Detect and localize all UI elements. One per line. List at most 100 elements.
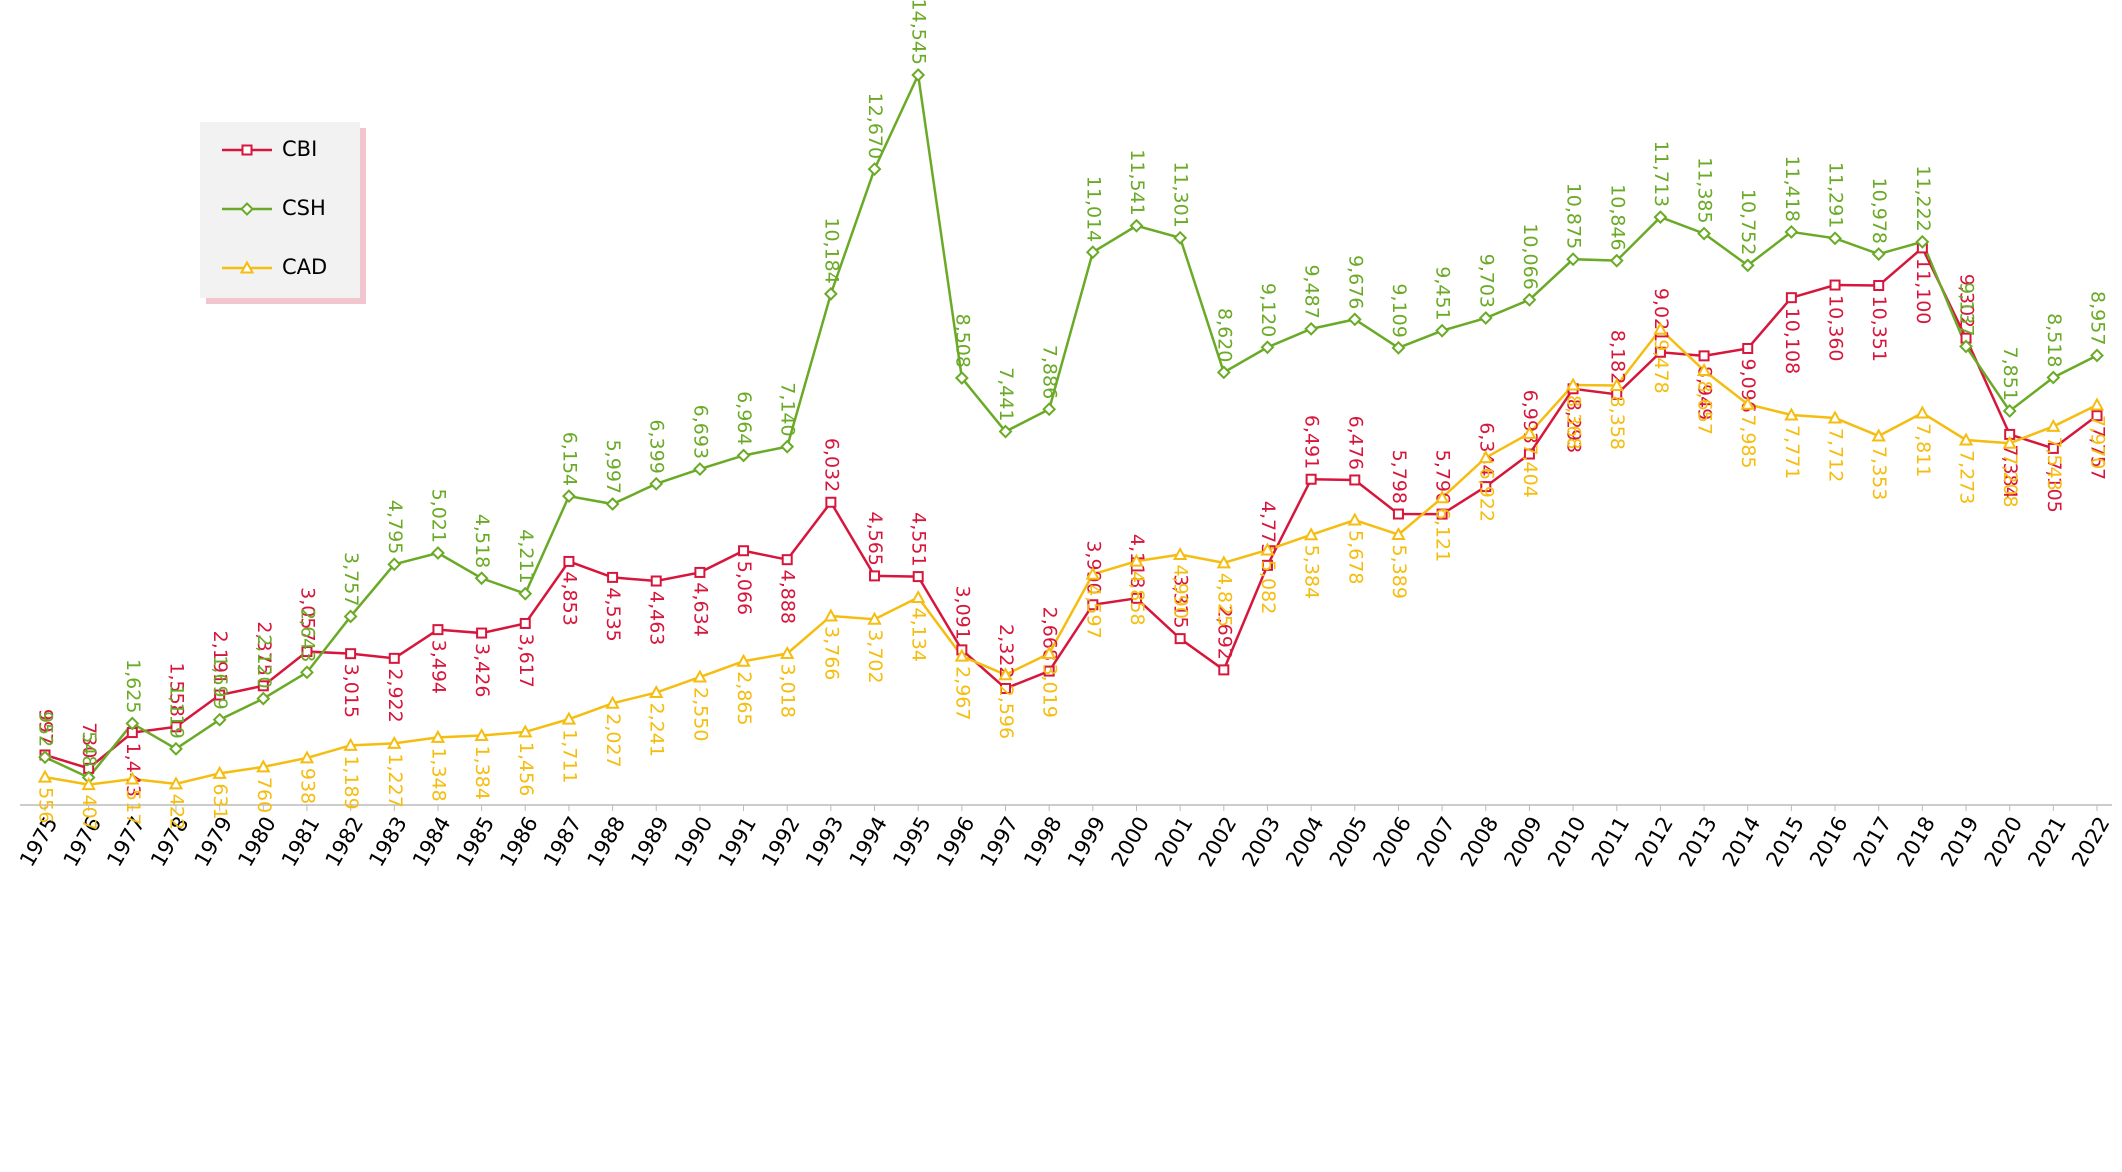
marker	[607, 571, 619, 583]
x-tick-label: 2017	[1849, 813, 1897, 871]
data-label: 11,713	[1650, 141, 1672, 207]
data-label: 1,348	[427, 747, 449, 801]
marker	[692, 462, 707, 476]
data-label: 2,865	[733, 671, 755, 725]
legend-label: CBI	[282, 137, 317, 161]
legend-label: CAD	[282, 255, 327, 279]
data-label: 2,596	[995, 685, 1017, 739]
marker	[869, 570, 881, 582]
series-line	[44, 245, 2098, 770]
marker	[780, 645, 795, 660]
data-label: 5,678	[1344, 530, 1366, 584]
marker	[1173, 230, 1188, 245]
data-label: 3,019	[1039, 663, 1061, 717]
marker	[1218, 664, 1230, 676]
marker	[1523, 448, 1535, 460]
data-label: 2,922	[384, 668, 406, 722]
data-label: 4,825	[1213, 573, 1235, 627]
data-label: 11,541	[1126, 149, 1148, 215]
data-label: 4,634	[689, 582, 711, 636]
marker	[343, 737, 358, 751]
marker	[1347, 312, 1362, 327]
x-tick-label: 2000	[1107, 813, 1155, 871]
x-tick-label: 2008	[1456, 813, 1504, 871]
x-tick-label: 2018	[1892, 813, 1940, 871]
marker	[476, 627, 488, 639]
marker	[430, 729, 446, 743]
data-label: 1,227	[384, 753, 406, 807]
data-label: 8,518	[2043, 313, 2065, 367]
marker	[125, 716, 140, 731]
data-label: 5,997	[602, 440, 624, 494]
data-label: 730	[78, 722, 100, 758]
data-label: 8,657	[1694, 381, 1716, 435]
data-label: 517	[122, 789, 144, 825]
marker	[1174, 633, 1186, 645]
data-label: 3,617	[515, 633, 537, 687]
marker	[867, 162, 882, 177]
data-label: 10,108	[1781, 308, 1803, 374]
marker	[256, 759, 271, 773]
data-label: 6,693	[689, 405, 711, 459]
marker	[738, 545, 750, 557]
marker	[1087, 599, 1099, 611]
data-label: 4,795	[384, 500, 406, 554]
data-label: 3,494	[427, 640, 449, 694]
x-tick-label: 2007	[1412, 813, 1460, 871]
marker	[1784, 225, 1799, 239]
data-label: 11,014	[1082, 176, 1104, 242]
marker	[954, 648, 970, 662]
data-label: 8,957	[2087, 291, 2109, 345]
data-label: 2,322	[995, 624, 1017, 678]
x-tick-label: 2021	[2023, 813, 2071, 871]
data-label: 3,018	[777, 664, 799, 718]
marker	[1434, 490, 1450, 504]
marker	[1085, 245, 1100, 260]
x-tick-label: 1998	[1019, 813, 1067, 871]
x-tick-label: 2020	[1980, 813, 2028, 871]
data-label: 7,208	[1999, 453, 2021, 507]
marker	[343, 609, 358, 624]
data-label: 9,302	[1956, 274, 1978, 328]
marker	[1000, 682, 1012, 694]
marker	[1216, 365, 1231, 380]
marker	[649, 476, 664, 491]
data-label: 5,082	[1257, 560, 1279, 614]
marker	[605, 695, 620, 709]
data-label: 5,384	[1301, 545, 1323, 599]
x-tick-label: 1988	[583, 813, 631, 871]
marker	[1959, 339, 1973, 354]
data-label: 11,385	[1694, 157, 1716, 223]
data-label: 10,846	[1606, 184, 1628, 250]
data-label: 4,518	[471, 514, 493, 568]
x-tick-label: 1997	[976, 813, 1024, 871]
data-label: 2,692	[1213, 605, 1235, 659]
marker	[1261, 559, 1273, 571]
marker	[170, 721, 182, 733]
data-label: 10,978	[1868, 178, 1890, 244]
data-label: 4,853	[558, 571, 580, 625]
data-label: 11,418	[1781, 155, 1803, 221]
data-label: 8,368	[1563, 395, 1585, 449]
marker	[387, 557, 402, 572]
marker	[823, 286, 838, 301]
data-label: 7,404	[1519, 443, 1541, 497]
marker	[1827, 410, 1843, 424]
marker	[1392, 508, 1404, 520]
data-label: 5,798	[1388, 450, 1410, 504]
data-label: 9,021	[1650, 288, 1672, 342]
marker	[912, 571, 924, 583]
data-label: 2,027	[602, 713, 624, 767]
data-label: 556	[35, 787, 57, 823]
marker	[1522, 292, 1537, 307]
marker	[911, 68, 926, 82]
marker	[867, 611, 882, 625]
data-label: 9,676	[1344, 255, 1366, 309]
data-label: 6,154	[558, 432, 580, 486]
data-label: 1,558	[165, 662, 187, 716]
marker	[1478, 311, 1493, 325]
data-label: 7,886	[1039, 345, 1061, 399]
data-label: 8,949	[1694, 366, 1716, 420]
data-label: 952	[35, 711, 57, 747]
